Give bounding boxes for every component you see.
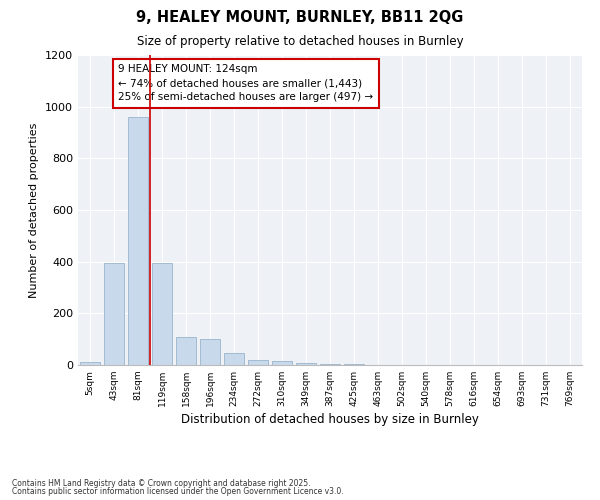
Bar xyxy=(344,364,364,365)
Text: Size of property relative to detached houses in Burnley: Size of property relative to detached ho… xyxy=(137,35,463,48)
Bar xyxy=(248,360,268,365)
Bar xyxy=(152,263,172,365)
Bar xyxy=(176,338,196,365)
Bar xyxy=(272,360,292,365)
Bar xyxy=(320,364,340,365)
Bar xyxy=(296,363,316,365)
Bar xyxy=(80,362,100,365)
Bar xyxy=(224,353,244,365)
Bar xyxy=(128,117,148,365)
Y-axis label: Number of detached properties: Number of detached properties xyxy=(29,122,40,298)
X-axis label: Distribution of detached houses by size in Burnley: Distribution of detached houses by size … xyxy=(181,413,479,426)
Text: 9 HEALEY MOUNT: 124sqm
← 74% of detached houses are smaller (1,443)
25% of semi-: 9 HEALEY MOUNT: 124sqm ← 74% of detached… xyxy=(118,64,373,102)
Text: Contains public sector information licensed under the Open Government Licence v3: Contains public sector information licen… xyxy=(12,487,344,496)
Bar xyxy=(104,263,124,365)
Bar xyxy=(200,339,220,365)
Text: Contains HM Land Registry data © Crown copyright and database right 2025.: Contains HM Land Registry data © Crown c… xyxy=(12,478,311,488)
Text: 9, HEALEY MOUNT, BURNLEY, BB11 2QG: 9, HEALEY MOUNT, BURNLEY, BB11 2QG xyxy=(136,10,464,25)
